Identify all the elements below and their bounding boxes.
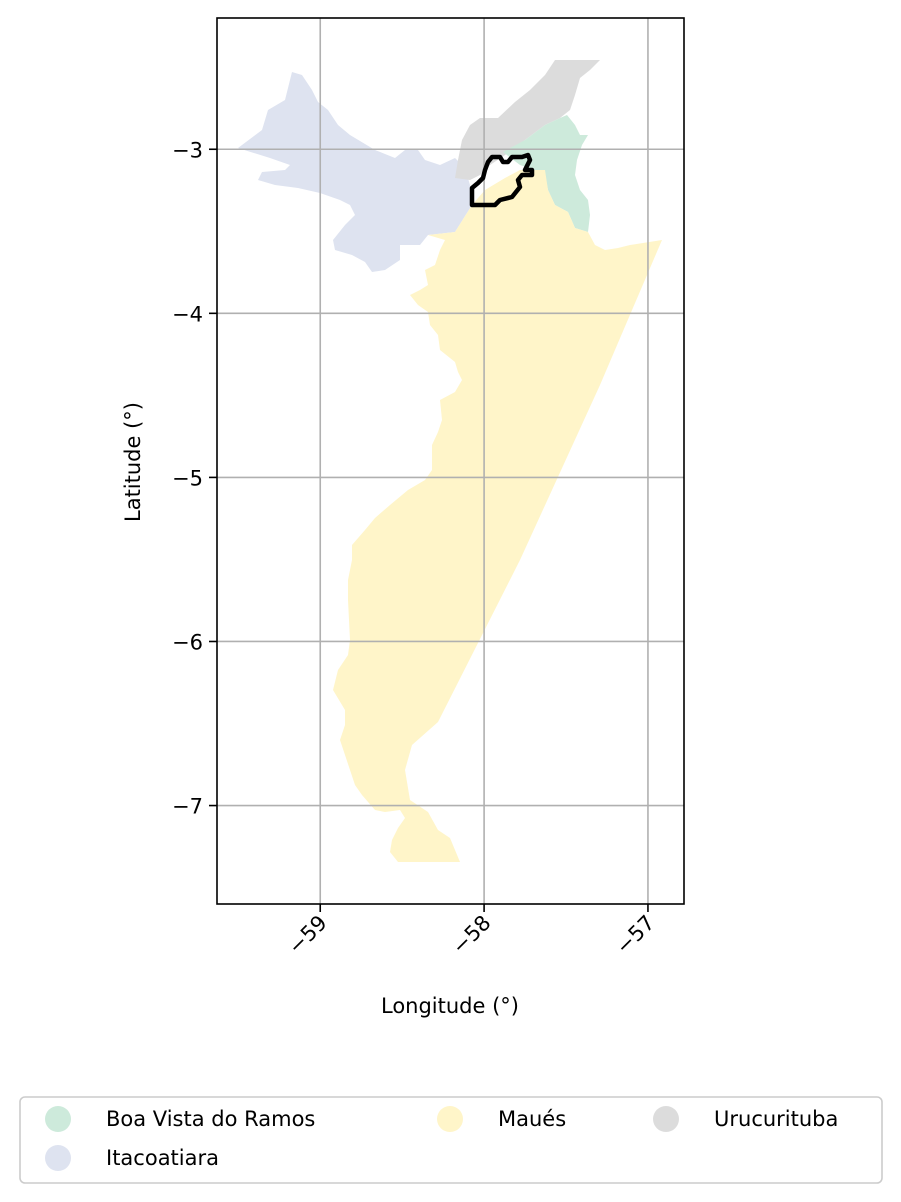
y-axis-title: Latitude (°) xyxy=(121,402,145,522)
legend-marker xyxy=(437,1106,463,1132)
y-tick-label: −5 xyxy=(172,466,203,490)
x-tick-label: −57 xyxy=(611,911,659,959)
y-tick-label: −6 xyxy=(172,630,203,654)
y-tick-label: −4 xyxy=(172,302,203,326)
axes-frame xyxy=(216,17,685,905)
y-tick-label: −3 xyxy=(172,138,203,162)
legend-label: Boa Vista do Ramos xyxy=(106,1107,315,1131)
grid-lines xyxy=(217,18,684,904)
legend-marker xyxy=(45,1106,71,1132)
region-itacoatiara xyxy=(238,72,472,272)
legend-label: Maués xyxy=(498,1107,566,1131)
x-tick-label: −59 xyxy=(283,911,331,959)
legend-label: Urucurituba xyxy=(714,1107,838,1131)
legend-marker xyxy=(45,1145,71,1171)
y-tick-label: −7 xyxy=(172,795,203,819)
legend: Boa Vista do Ramos Itacoatiara Maués Urucur… xyxy=(19,1096,883,1184)
x-tick-label: −58 xyxy=(447,911,495,959)
region-boa-vista-do-ramos xyxy=(503,115,590,232)
highlight-outline xyxy=(469,152,535,208)
regions-layer xyxy=(238,60,662,862)
legend-marker xyxy=(653,1106,679,1132)
legend-label: Itacoatiara xyxy=(106,1146,219,1170)
x-axis-title: Longitude (°) xyxy=(381,994,519,1018)
region-maues xyxy=(333,170,662,862)
